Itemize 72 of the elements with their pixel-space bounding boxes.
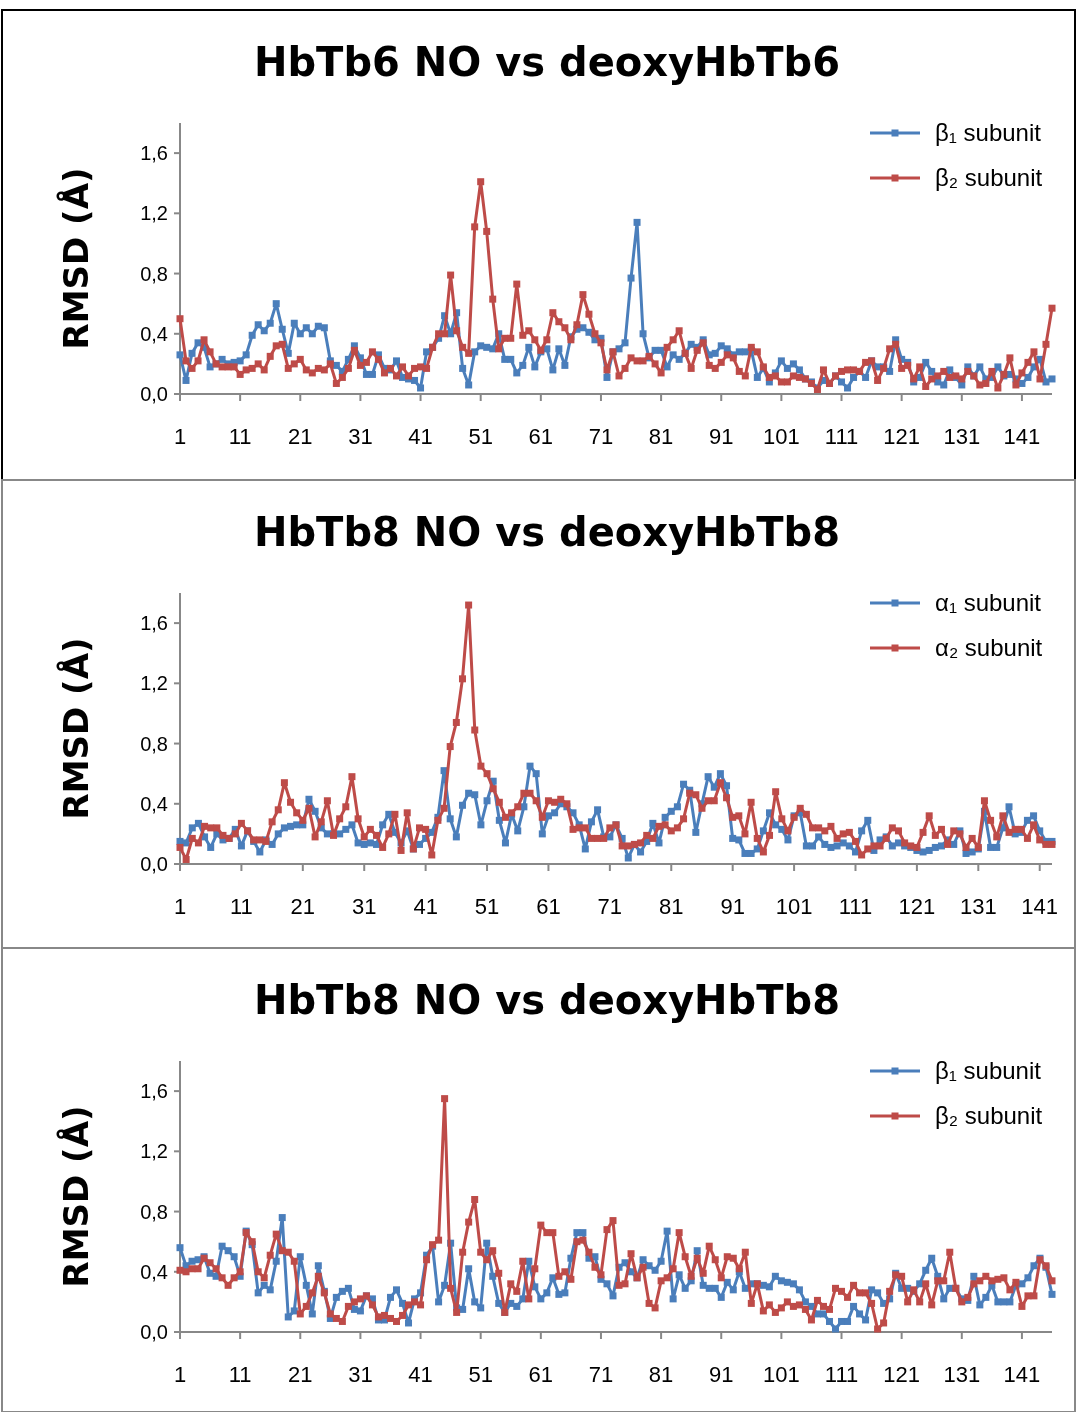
y-tick-label: 0,4 — [140, 322, 168, 345]
x-tick-label: 1 — [173, 1362, 187, 1387]
x-tick-label: 11 — [229, 894, 253, 919]
y-tick-label: 0,0 — [140, 1321, 168, 1343]
x-tick-label: 51 — [468, 1362, 493, 1387]
x-tick-label: 21 — [290, 894, 316, 919]
y-tick-label: 0,0 — [140, 853, 168, 875]
x-tick-label: 141 — [1003, 424, 1041, 449]
y-tick-label: 0,4 — [140, 792, 168, 815]
x-tick-label: 21 — [288, 424, 313, 449]
x-tick-label: 81 — [648, 424, 674, 449]
x-tick-label: 121 — [883, 1362, 921, 1387]
chart-title: HbTb6 NO vs deoxyHbTb6 — [254, 39, 840, 85]
y-tick-label: 0,0 — [140, 383, 168, 405]
x-tick-label: 11 — [228, 424, 252, 449]
x-tick-label: 61 — [528, 1362, 554, 1387]
x-tick-label: 121 — [883, 424, 921, 449]
x-tick-label: 51 — [468, 424, 493, 449]
x-tick-label: 11 — [228, 1362, 252, 1387]
legend-label: β₁ subunit — [935, 1057, 1042, 1085]
x-tick-label: 61 — [528, 424, 554, 449]
y-tick-label: 1,6 — [140, 612, 168, 635]
x-tick-label: 31 — [348, 424, 373, 449]
x-tick-label: 81 — [659, 894, 684, 919]
y-axis-title: RMSD (Å) — [56, 167, 96, 350]
x-tick-label: 91 — [720, 894, 745, 919]
x-tick-label: 101 — [763, 424, 800, 449]
y-tick-label: 1,2 — [140, 202, 168, 225]
legend-label: β₂ subunit — [935, 1102, 1043, 1130]
x-tick-label: 131 — [943, 1362, 981, 1387]
legend-label: α₁ subunit — [935, 589, 1042, 617]
x-tick-label: 61 — [536, 894, 561, 919]
x-tick-label: 101 — [763, 1362, 800, 1387]
x-tick-label: 1 — [173, 424, 187, 449]
x-tick-label: 41 — [408, 1362, 433, 1387]
x-tick-label: 31 — [351, 894, 377, 919]
y-tick-label: 1,2 — [140, 1140, 168, 1163]
x-tick-label: 71 — [588, 424, 614, 449]
x-tick-label: 31 — [348, 1362, 373, 1387]
x-tick-label: 91 — [709, 424, 734, 449]
x-tick-label: 111 — [824, 1362, 859, 1387]
y-tick-label: 1,2 — [140, 672, 168, 695]
x-tick-label: 141 — [1021, 894, 1059, 919]
y-tick-label: 1,6 — [140, 142, 168, 165]
x-tick-label: 141 — [1003, 1362, 1041, 1387]
x-tick-label: 1 — [173, 894, 187, 919]
chart-title: HbTb8 NO vs deoxyHbTb8 — [254, 977, 840, 1023]
chart-title: HbTb8 NO vs deoxyHbTb8 — [254, 509, 840, 555]
x-tick-label: 111 — [824, 424, 859, 449]
x-tick-label: 41 — [413, 894, 438, 919]
legend-label: β₂ subunit — [935, 164, 1043, 192]
y-axis-title: RMSD (Å) — [56, 637, 96, 820]
x-tick-label: 71 — [588, 1362, 614, 1387]
x-tick-label: 51 — [474, 894, 500, 919]
x-tick-label: 21 — [288, 1362, 313, 1387]
y-tick-label: 0,8 — [140, 732, 168, 755]
x-tick-label: 131 — [943, 424, 981, 449]
x-tick-label: 71 — [597, 894, 623, 919]
y-tick-label: 0,4 — [140, 1260, 168, 1283]
x-tick-label: 91 — [709, 1362, 734, 1387]
y-tick-label: 0,8 — [140, 262, 168, 285]
x-tick-label: 101 — [775, 894, 813, 919]
legend-label: β₁ subunit — [935, 119, 1042, 147]
y-axis-title: RMSD (Å) — [56, 1105, 96, 1288]
x-tick-label: 131 — [959, 894, 997, 919]
x-tick-label: 81 — [648, 1362, 674, 1387]
x-tick-label: 121 — [898, 894, 936, 919]
legend-label: α₂ subunit — [935, 634, 1043, 662]
x-tick-label: 111 — [838, 894, 873, 919]
y-tick-label: 1,6 — [140, 1080, 168, 1103]
x-tick-label: 41 — [408, 424, 433, 449]
y-tick-label: 0,8 — [140, 1200, 168, 1223]
